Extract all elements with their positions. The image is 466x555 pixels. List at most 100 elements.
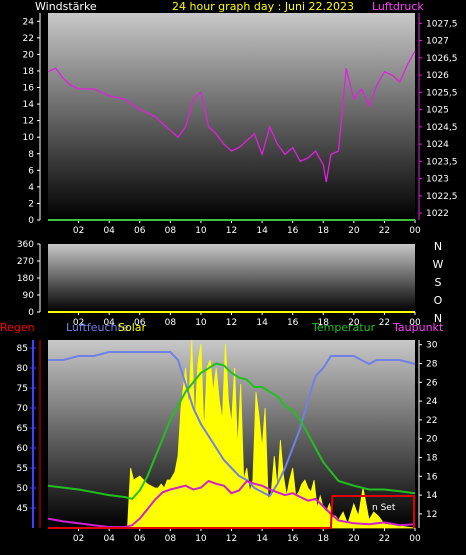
y-right-label-3: 20 [426, 435, 438, 445]
y-left-label-3: 65 [17, 424, 28, 434]
chart-title: 24 hour graph day : Juni 22.2023 [172, 0, 354, 13]
x-tick-label-3: 16 [287, 534, 299, 544]
y-left-label-1: 2 [28, 199, 34, 209]
legend-taupunkt: Taupunkt [392, 321, 444, 334]
x-tick-label-1: 08 [165, 226, 177, 236]
y-right-label-3: 30 [426, 341, 438, 351]
legend-regen: Regen [0, 321, 35, 334]
series-temperature-line [47, 362, 416, 501]
x-tick-label-2: 16 [287, 318, 299, 328]
x-tick-label-1: 20 [348, 226, 360, 236]
x-tick-label-3: 10 [195, 534, 207, 544]
y-left-label-1: 10 [23, 133, 35, 143]
x-tick-label-1: 02 [73, 226, 84, 236]
y-right-label-1: 1024,5 [426, 123, 458, 133]
y-left-label-1: 6 [28, 166, 34, 176]
y-right-label-3: 12 [426, 510, 437, 520]
x-tick-label-1: 14 [256, 226, 268, 236]
x-tick-label-3: 22 [379, 534, 390, 544]
compass-label: O [434, 294, 443, 307]
y-label-2: 270 [17, 257, 34, 267]
panel-wind-pressure [48, 13, 415, 220]
x-tick-label-3: 06 [134, 534, 146, 544]
y-left-label-1: 24 [23, 17, 35, 27]
x-tick-label-1: 04 [103, 226, 115, 236]
y-left-label-1: 12 [23, 117, 34, 127]
x-tick-label-2: 18 [318, 318, 330, 328]
x-tick-label-1: 18 [318, 226, 330, 236]
y-right-label-3: 14 [426, 491, 438, 501]
y-label-2: 360 [17, 240, 34, 250]
y-label-2: 90 [23, 291, 35, 301]
x-tick-label-2: 06 [134, 318, 146, 328]
series-humidity-line [48, 351, 416, 498]
y-left-label-1: 14 [23, 100, 35, 110]
y-left-label-3: 70 [17, 404, 29, 414]
x-tick-label-2: 02 [73, 318, 84, 328]
legend-solar: Solar [118, 321, 147, 334]
y-left-label-3: 45 [17, 504, 28, 514]
y-left-label-1: 22 [23, 34, 34, 44]
y-label-2: 180 [17, 274, 34, 284]
y-right-label-3: 18 [426, 454, 438, 464]
y-left-label-1: 16 [23, 84, 35, 94]
annotation-label: n Set [372, 503, 396, 513]
y-left-label-1: 20 [23, 50, 35, 60]
y-right-label-1: 1025,5 [426, 88, 458, 98]
y-left-label-1: 0 [28, 216, 34, 226]
y-right-label-1: 1023 [426, 175, 449, 185]
x-tick-label-3: 04 [103, 534, 115, 544]
x-tick-label-3: 00 [409, 534, 421, 544]
y-right-label-1: 1027 [426, 37, 449, 47]
y-right-label-3: 24 [426, 397, 438, 407]
x-tick-label-1: 16 [287, 226, 299, 236]
x-tick-label-2: 00 [409, 318, 421, 328]
compass-label: N [434, 240, 442, 253]
y-right-label-1: 1023,5 [426, 157, 458, 167]
x-tick-label-3: 02 [73, 534, 84, 544]
x-tick-label-1: 10 [195, 226, 207, 236]
y-right-label-1: 1022 [426, 209, 449, 219]
x-tick-label-2: 10 [195, 318, 207, 328]
y-right-label-1: 1027,5 [426, 19, 458, 29]
y-right-label-1: 1022,5 [426, 192, 458, 202]
compass-label: N [434, 312, 442, 325]
series-dewpoint-line [47, 479, 416, 529]
y-right-label-3: 16 [426, 472, 438, 482]
x-tick-label-3: 14 [256, 534, 268, 544]
y-right-label-3: 22 [426, 416, 437, 426]
x-tick-label-2: 14 [256, 318, 268, 328]
y-left-label-3: 85 [17, 344, 28, 354]
series-pressure-line [47, 50, 416, 183]
y-left-label-1: 4 [28, 183, 34, 193]
header-right-label: Luftdruck [372, 0, 424, 13]
y-left-label-3: 80 [17, 364, 29, 374]
legend-temperatur: Temperatur [311, 321, 376, 334]
x-tick-label-2: 22 [379, 318, 390, 328]
y-right-label-1: 1026,5 [426, 54, 458, 64]
x-tick-label-3: 20 [348, 534, 360, 544]
y-right-label-1: 1024 [426, 140, 449, 150]
panel-wind-direction [48, 244, 415, 312]
y-label-2: 0 [28, 308, 34, 318]
x-tick-label-3: 12 [226, 534, 237, 544]
compass-label: S [435, 276, 442, 289]
legend-luftfeuchte: Luftfeuchte [66, 321, 129, 334]
y-left-label-3: 55 [17, 464, 28, 474]
y-left-label-1: 8 [28, 150, 34, 160]
y-left-label-3: 60 [17, 444, 29, 454]
series-rain-line [48, 495, 415, 529]
x-tick-label-1: 12 [226, 226, 237, 236]
x-tick-label-2: 12 [226, 318, 237, 328]
x-tick-label-1: 06 [134, 226, 146, 236]
y-right-label-1: 1026 [426, 71, 449, 81]
compass-label: W [433, 258, 444, 271]
chart-layer: 02468101214161820222410221022,510231023,… [17, 13, 458, 544]
y-left-label-3: 75 [17, 384, 28, 394]
y-right-label-3: 28 [426, 360, 438, 370]
x-tick-label-2: 20 [348, 318, 360, 328]
x-tick-label-2: 08 [165, 318, 177, 328]
x-tick-label-3: 18 [318, 534, 330, 544]
header-left-label: Windstärke [35, 0, 97, 13]
